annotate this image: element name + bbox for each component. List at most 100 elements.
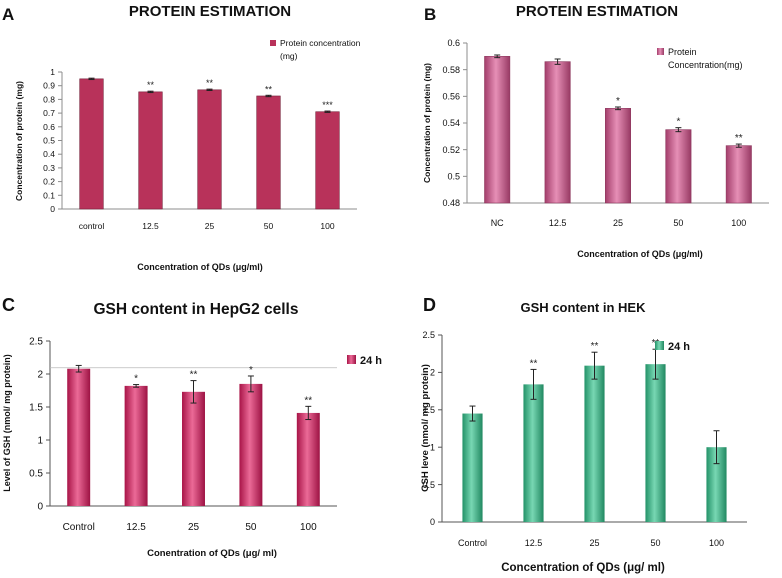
y-tick-label: 0.8: [43, 94, 55, 104]
x-tick-label: Control: [458, 538, 487, 548]
bar-12-5: [523, 384, 544, 522]
bar-nc: [484, 56, 511, 204]
x-tick-label: 12.5: [525, 538, 543, 548]
x-axis-label: Concentration of QDs (μg/ ml): [501, 562, 665, 574]
bar-50: [645, 364, 666, 522]
y-tick-label: 0.3: [43, 163, 55, 173]
x-tick-label: 100: [709, 538, 724, 548]
bar-100: [315, 111, 340, 210]
chart-panel-d: D GSH content in HEK 0 0.5 1 1.5 2 2.5 Control **…: [420, 295, 747, 574]
legend-label: 24 h: [668, 341, 690, 353]
chart-panel-b: B PROTEIN ESTIMATION 0.48 0.5 0.52 0.54 0.56 0.…: [422, 3, 769, 259]
y-tick-label: 0.56: [442, 91, 460, 101]
y-axis-label: Concentration of protein (mg): [422, 63, 432, 183]
y-tick-label: 2.5: [422, 330, 435, 340]
bar-control: [79, 78, 104, 210]
bar-50: [239, 383, 263, 506]
bar-25: [197, 89, 222, 210]
y-tick-label: 2: [430, 368, 435, 378]
bar-control: [67, 368, 91, 506]
chart-panel-c: C GSH content in HepG2 cells 0 0.5 1 1.5 2 2.5 C…: [2, 295, 382, 559]
y-tick-label: 0: [50, 204, 55, 214]
significance-label: **: [147, 80, 155, 90]
bar-12-5: [124, 385, 148, 506]
chart-title: PROTEIN ESTIMATION: [516, 3, 678, 20]
y-tick-label: 0.2: [43, 177, 55, 187]
y-tick-label: 2: [37, 370, 43, 381]
legend-label: 24 h: [360, 355, 382, 367]
y-tick-label: 0.54: [442, 118, 460, 128]
bar-control: [462, 413, 483, 522]
x-axis-label: Concentration of QDs (μg/ml): [577, 249, 703, 259]
y-tick-label: 0.5: [43, 135, 55, 145]
x-tick-label: 50: [245, 522, 257, 533]
x-tick-label: Control: [63, 522, 95, 533]
y-tick-label: 0.7: [43, 108, 55, 118]
legend-label: Protein: [668, 47, 697, 57]
legend-swatch: [655, 341, 664, 350]
significance-label: **: [735, 133, 743, 144]
x-tick-label: 100: [731, 218, 746, 228]
x-axis-label: Concentration of QDs (μg/ml): [137, 262, 263, 272]
bar-25: [182, 391, 205, 506]
bar-100: [725, 145, 752, 204]
legend-swatch: [657, 48, 664, 55]
y-tick-label: 0.5: [29, 469, 43, 480]
y-tick-label: 0.9: [43, 81, 55, 91]
y-tick-label: 0.52: [442, 145, 460, 155]
y-tick-label: 0.58: [442, 65, 460, 75]
bar-50: [256, 95, 281, 210]
y-tick-label: 0: [37, 502, 43, 513]
y-tick-label: 0: [430, 517, 435, 527]
y-tick-label: 1: [50, 67, 55, 77]
legend-label: (mg): [280, 51, 298, 61]
x-tick-label: 25: [613, 218, 623, 228]
y-axis-label: Concentration of protein (mg): [14, 81, 24, 201]
y-tick-label: 0.5: [422, 480, 435, 490]
x-axis-label: Conentration of QDs (μg/ ml): [147, 548, 277, 559]
x-tick-label: 50: [673, 218, 683, 228]
significance-label: **: [190, 370, 198, 381]
x-tick-label: 12.5: [549, 218, 567, 228]
significance-label: ***: [322, 100, 333, 110]
y-tick-label: 1.5: [422, 405, 435, 415]
bar-100: [296, 412, 320, 506]
significance-label: **: [591, 341, 599, 352]
x-tick-label: 25: [188, 522, 200, 533]
panel-letter: A: [2, 5, 14, 24]
significance-label: *: [676, 117, 680, 128]
significance-label: *: [134, 374, 138, 385]
x-tick-label: 50: [264, 221, 274, 231]
chart-title: GSH content in HepG2 cells: [94, 301, 299, 318]
y-tick-label: 0.6: [43, 122, 55, 132]
significance-label: **: [530, 358, 538, 369]
bar-25: [605, 108, 631, 204]
y-tick-label: 1: [37, 436, 43, 447]
bar-100: [706, 447, 727, 522]
legend-swatch: [270, 40, 276, 46]
x-tick-label: 12.5: [142, 221, 159, 231]
bar-25: [584, 365, 605, 522]
bar-12-5: [544, 61, 571, 204]
x-tick-label: 100: [300, 522, 317, 533]
y-tick-label: 0.6: [447, 38, 460, 48]
x-tick-label: 12.5: [126, 522, 146, 533]
legend-label: Protein concentration: [280, 38, 361, 48]
significance-label: **: [304, 395, 312, 406]
panel-letter: D: [423, 295, 436, 315]
y-tick-label: 0.5: [447, 171, 460, 181]
x-tick-label: 25: [589, 538, 599, 548]
legend-label: Concentration(mg): [668, 60, 743, 70]
significance-label: *: [249, 365, 253, 376]
y-tick-label: 0.1: [43, 190, 55, 200]
chart-panel-a: A PROTEIN ESTIMATION 0 0.1 0.2 0.3 0.4 0.5 0.6 0.…: [2, 3, 361, 272]
y-tick-label: 1: [430, 442, 435, 452]
y-tick-label: 1.5: [29, 403, 43, 414]
y-axis-label: Level of GSH (nmol/ mg protein): [2, 354, 12, 492]
y-tick-label: 2.5: [29, 337, 43, 348]
y-tick-label: 0.4: [43, 149, 55, 159]
y-axis-label: GSH leve (nmol/ mg protein): [420, 364, 431, 492]
panel-letter: C: [2, 295, 15, 315]
x-tick-label: 100: [320, 221, 334, 231]
